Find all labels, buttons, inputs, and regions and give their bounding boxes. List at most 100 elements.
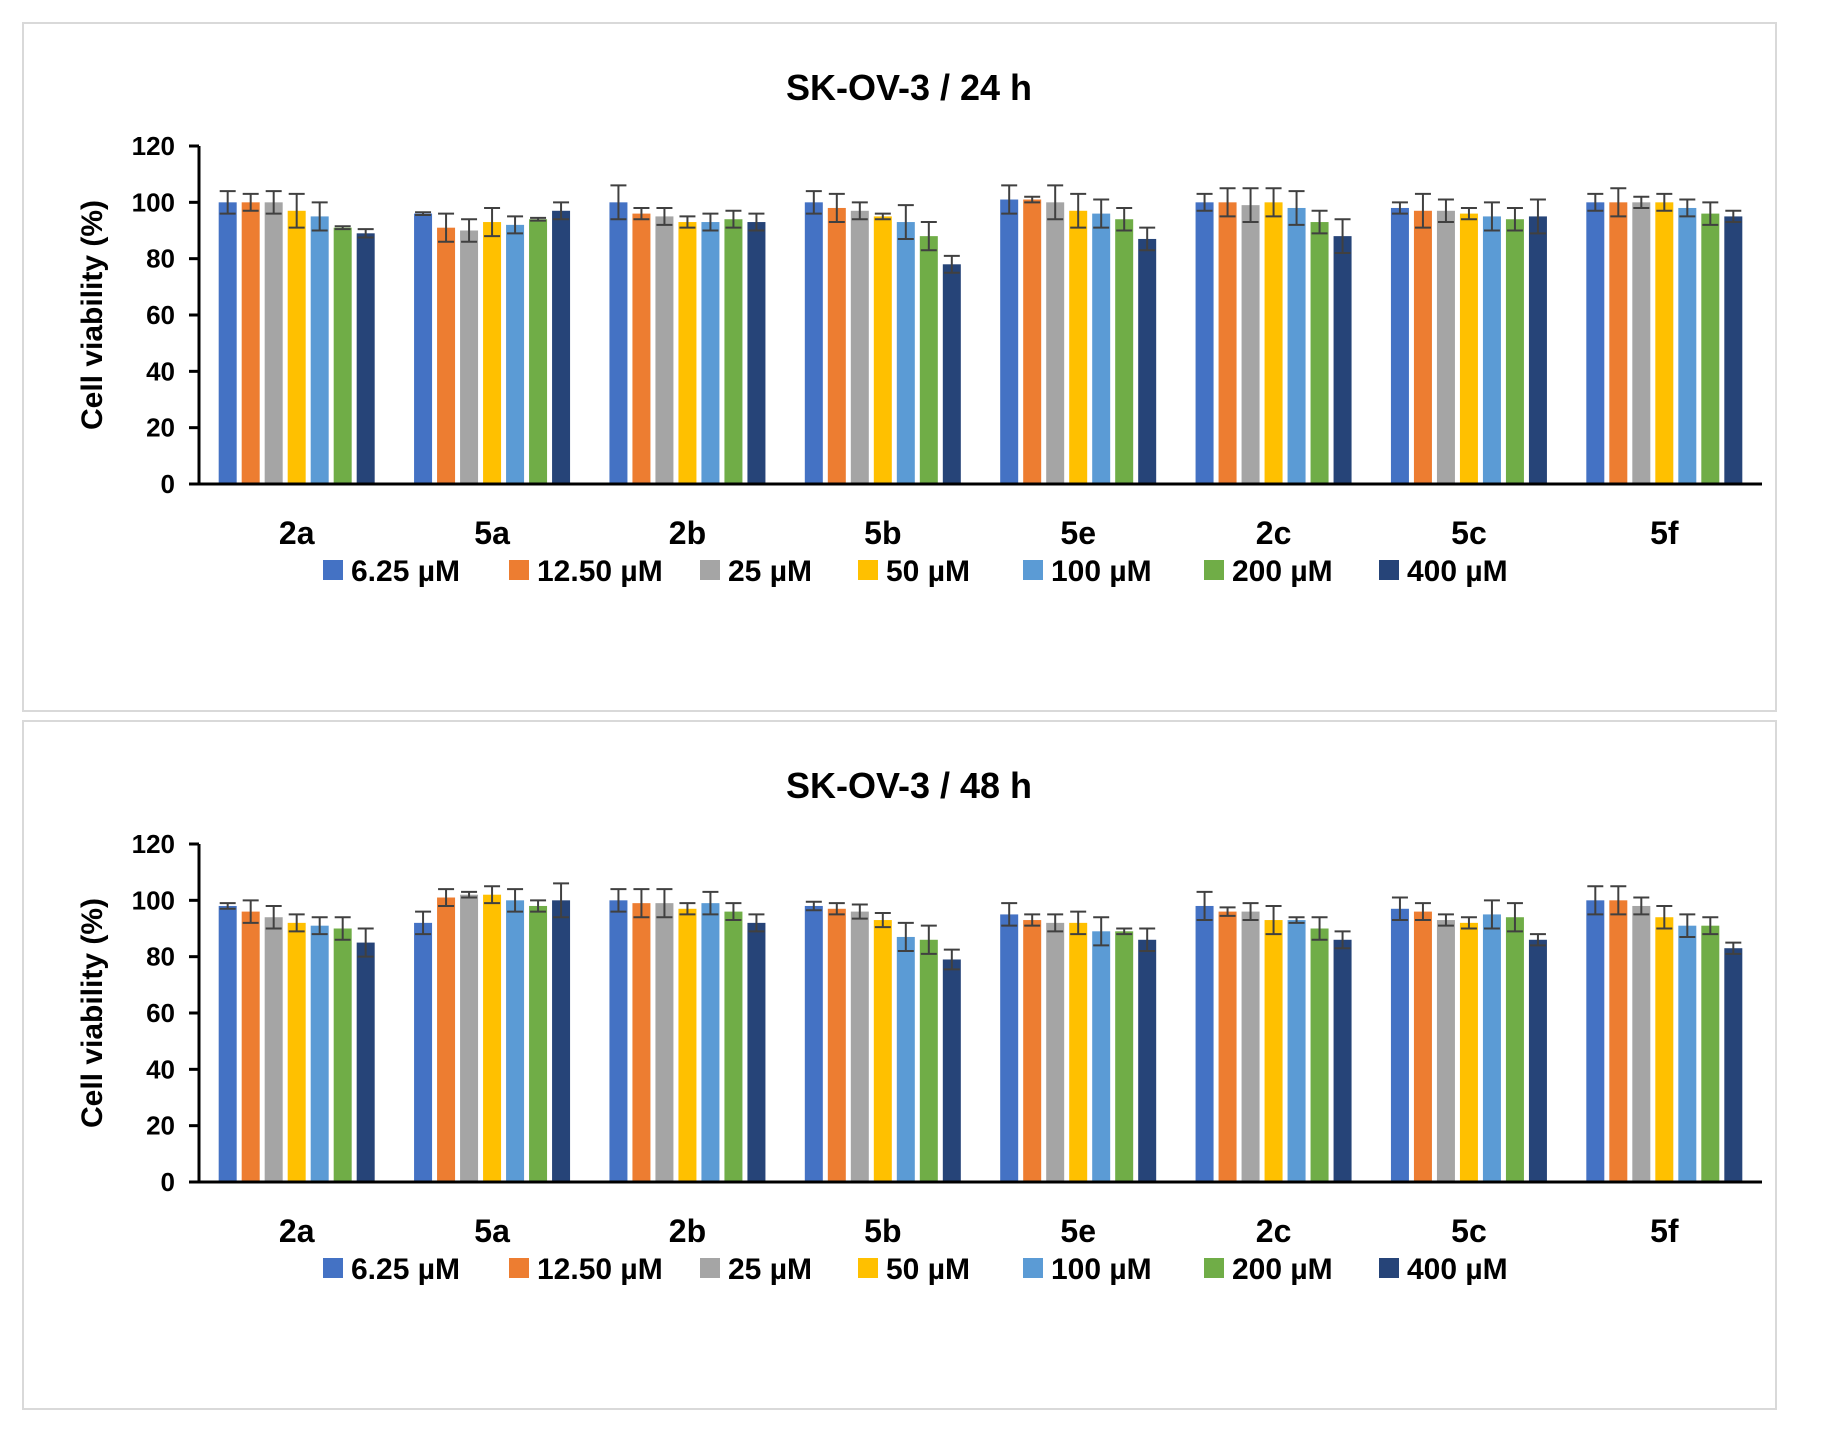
bar-5b-6 <box>942 959 961 1182</box>
bar-2b-3 <box>678 222 697 485</box>
bar-5b-1 <box>827 207 846 484</box>
legend-label: 12.50 µM <box>537 1253 663 1286</box>
chart-48h: SK-OV-3 / 48 h Cell viability (%) 0 20 40 60 8… <box>76 765 1762 1286</box>
x-category-label: 5f <box>1650 1213 1679 1249</box>
y-tick-label: 20 <box>146 413 175 443</box>
legend-label: 400 µM <box>1407 1253 1508 1286</box>
bar-5f-6 <box>1724 216 1743 484</box>
bar-5c-0 <box>1390 908 1409 1182</box>
bar-2c-0 <box>1195 202 1214 485</box>
bar-5a-6 <box>552 210 571 485</box>
bar-5c-3 <box>1459 922 1478 1182</box>
legend-swatch <box>323 1258 343 1278</box>
bar-2c-5 <box>1310 928 1329 1182</box>
bar-5f-6 <box>1724 948 1743 1182</box>
bar-5f-1 <box>1609 202 1628 485</box>
bar-2a-1 <box>241 202 260 485</box>
legend-swatch <box>858 1258 878 1278</box>
bar-2a-0 <box>218 202 237 485</box>
x-category-label: 5c <box>1451 515 1487 551</box>
bar-5c-1 <box>1413 210 1432 485</box>
x-category-label: 5e <box>1060 1213 1096 1249</box>
legend-swatch <box>1023 560 1043 580</box>
bar-5e-2 <box>1046 202 1065 485</box>
bar-2b-5 <box>724 911 743 1182</box>
bar-2c-1 <box>1218 202 1237 485</box>
bar-5e-4 <box>1092 213 1111 484</box>
bar-5e-6 <box>1138 238 1157 484</box>
y-tick-label: 120 <box>132 829 175 859</box>
legend-label: 100 µM <box>1051 555 1152 588</box>
legend-swatch <box>858 560 878 580</box>
bar-2b-5 <box>724 219 743 484</box>
x-category-label: 2c <box>1256 1213 1292 1249</box>
x-category-label: 5e <box>1060 515 1096 551</box>
y-tick-label: 40 <box>146 1054 175 1084</box>
bar-5b-5 <box>919 236 938 484</box>
legend-label: 200 µM <box>1232 555 1333 588</box>
bar-5b-3 <box>873 216 892 484</box>
bar-5f-5 <box>1701 925 1720 1182</box>
y-tick-label: 0 <box>161 469 175 499</box>
y-tick-label: 80 <box>146 942 175 972</box>
bar-2a-2 <box>264 202 283 485</box>
bar-2c-3 <box>1264 920 1283 1182</box>
y-tick-label: 40 <box>146 356 175 386</box>
bar-2c-6 <box>1333 236 1352 484</box>
bar-5b-0 <box>804 905 823 1182</box>
bar-5f-2 <box>1632 202 1651 485</box>
bar-5a-5 <box>529 219 548 484</box>
y-tick-label: 100 <box>132 187 175 217</box>
legend-swatch <box>509 560 529 580</box>
bar-2c-2 <box>1241 205 1260 484</box>
x-category-label: 5b <box>864 515 901 551</box>
bar-5c-5 <box>1505 219 1524 484</box>
legend-label: 50 µM <box>886 555 970 588</box>
x-category-label: 2c <box>1256 515 1292 551</box>
bar-5a-1 <box>437 227 456 484</box>
legend-label: 6.25 µM <box>351 1253 460 1286</box>
bar-5c-4 <box>1482 914 1501 1182</box>
bar-2a-4 <box>310 216 329 484</box>
bar-2b-4 <box>701 222 720 485</box>
bar-2a-3 <box>287 922 306 1182</box>
bar-2a-4 <box>310 925 329 1182</box>
bar-5f-5 <box>1701 213 1720 484</box>
bar-2c-4 <box>1287 920 1306 1182</box>
bar-5e-5 <box>1115 931 1134 1182</box>
chart-24h: SK-OV-3 / 24 h Cell viability (%) 0 20 40 60 8… <box>76 67 1762 588</box>
bar-5c-2 <box>1436 920 1455 1182</box>
chart-title: SK-OV-3 / 24 h <box>786 67 1032 108</box>
bar-2c-2 <box>1241 911 1260 1182</box>
chart-panel-48h: SK-OV-3 / 48 h Cell viability (%) 0 20 40 60 8… <box>22 720 1777 1410</box>
bar-5e-1 <box>1023 199 1042 484</box>
legend-swatch <box>1204 1258 1224 1278</box>
bar-2b-1 <box>632 903 651 1182</box>
bar-5a-4 <box>506 224 525 484</box>
bar-5c-6 <box>1528 216 1547 484</box>
bar-5e-4 <box>1092 931 1111 1182</box>
bar-5e-3 <box>1069 922 1088 1182</box>
bar-5a-4 <box>506 900 525 1182</box>
bar-2c-4 <box>1287 207 1306 484</box>
legend-swatch <box>1204 560 1224 580</box>
bar-2a-6 <box>356 233 375 484</box>
y-tick-label: 120 <box>132 131 175 161</box>
bar-5f-3 <box>1655 917 1674 1182</box>
legend-swatch <box>700 560 720 580</box>
x-category-label: 5b <box>864 1213 901 1249</box>
bar-2a-2 <box>264 917 283 1182</box>
x-category-label: 5c <box>1451 1213 1487 1249</box>
x-category-label: 2a <box>279 515 315 551</box>
legend-label: 50 µM <box>886 1253 970 1286</box>
bar-5e-2 <box>1046 922 1065 1182</box>
x-category-label: 5a <box>474 1213 510 1249</box>
bar-5a-2 <box>460 230 479 484</box>
y-axis-label: Cell viability (%) <box>76 898 109 1128</box>
bar-5c-2 <box>1436 210 1455 485</box>
chart-title: SK-OV-3 / 48 h <box>786 765 1032 806</box>
bar-5a-0 <box>414 922 433 1182</box>
x-category-label: 2b <box>669 515 706 551</box>
chart-panel-24h: SK-OV-3 / 24 h Cell viability (%) 0 20 40 60 8… <box>22 22 1777 712</box>
bar-2b-4 <box>701 903 720 1182</box>
